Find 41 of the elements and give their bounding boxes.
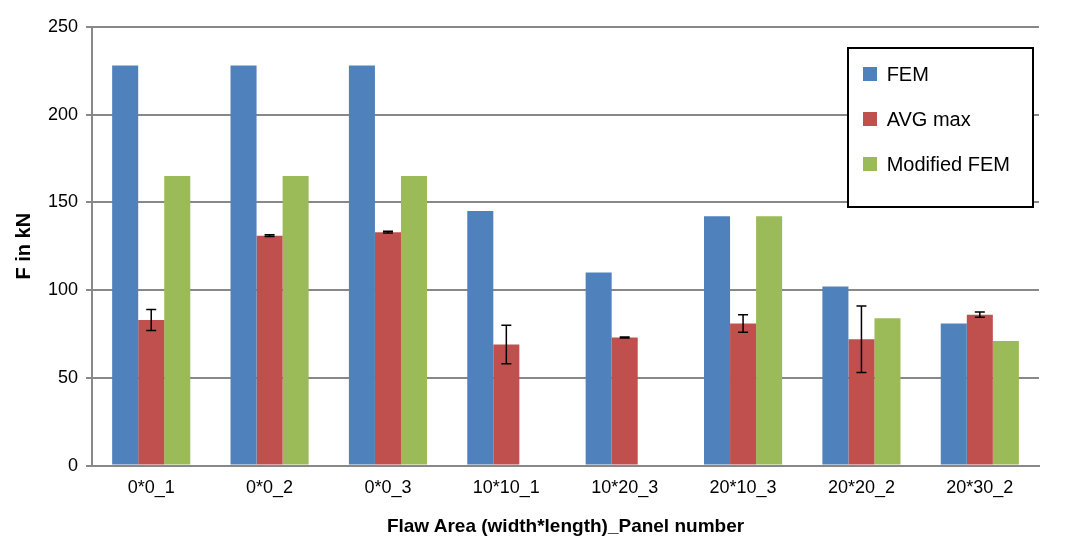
y-tick-label: 50: [58, 366, 79, 387]
bar: [966, 314, 993, 465]
bar: [467, 211, 494, 465]
x-tick-label: 0*0_3: [364, 477, 412, 499]
bar: [138, 319, 165, 465]
bar: [822, 286, 849, 465]
x-tick-label: 20*20_2: [827, 477, 895, 499]
y-tick-label: 200: [47, 103, 79, 124]
bar: [940, 323, 967, 465]
x-tick-label: 0*0_1: [127, 477, 175, 499]
x-axis-title: Flaw Area (width*length)_Panel number: [386, 514, 745, 536]
y-tick-label: 250: [47, 15, 79, 36]
y-tick-label: 100: [47, 279, 79, 300]
bar: [348, 65, 375, 465]
bar: [112, 65, 139, 465]
bar: [992, 340, 1019, 465]
x-tick-label: 10*10_1: [472, 477, 540, 499]
bar: [585, 272, 612, 465]
y-tick-label: 0: [68, 454, 79, 475]
bar: [756, 216, 783, 465]
bar: [282, 175, 309, 465]
x-tick-label: 10*20_3: [591, 477, 659, 499]
x-tick-label: 0*0_2: [246, 477, 294, 499]
y-axis-title: F in kN: [11, 212, 34, 280]
legend-label: AVG max: [886, 107, 971, 131]
bar: [164, 175, 191, 465]
bar: [400, 175, 428, 465]
x-tick-label: 20*10_3: [709, 477, 777, 499]
bar: [374, 232, 401, 465]
bar: [493, 344, 520, 465]
bar: [611, 337, 638, 465]
bar: [874, 318, 901, 465]
legend-label: Modified FEM: [886, 152, 1010, 176]
bar: [230, 65, 257, 465]
bar: [704, 216, 731, 465]
x-tick-label: 20*30_2: [946, 477, 1014, 499]
bar: [848, 339, 875, 465]
bar: [730, 323, 757, 465]
bar: [256, 235, 283, 465]
legend-label: FEM: [886, 62, 929, 86]
y-tick-label: 150: [47, 191, 79, 212]
